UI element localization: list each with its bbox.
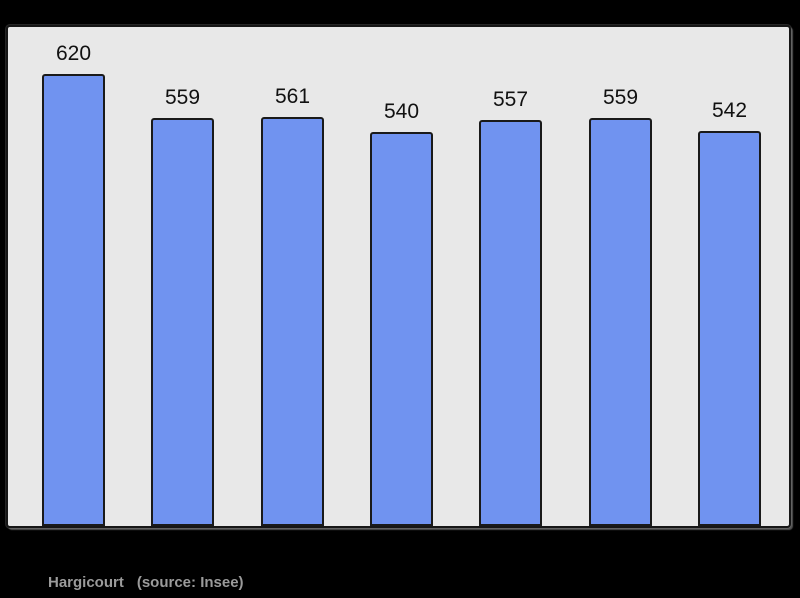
bar-value-label: 561 [274, 85, 311, 108]
plot-area: 620 559 561 540 557 559 542 [6, 25, 791, 528]
bar-value-label: 620 [55, 42, 92, 65]
bar-value-label: 557 [492, 88, 529, 111]
caption-title: Hargicourt [48, 574, 124, 591]
bar [151, 118, 214, 526]
bar [370, 132, 433, 526]
bar [589, 118, 652, 526]
caption-source: (source: Insee) [136, 574, 244, 591]
bar [479, 120, 542, 526]
bar [698, 131, 761, 526]
bar-value-label: 559 [602, 86, 639, 109]
bar [261, 117, 324, 526]
bar [42, 74, 105, 526]
bar-value-label: 559 [164, 86, 201, 109]
bar-value-label: 542 [711, 99, 748, 122]
bar-value-label: 540 [383, 100, 420, 123]
caption: Hargicourt (source: Insee) [48, 574, 244, 591]
